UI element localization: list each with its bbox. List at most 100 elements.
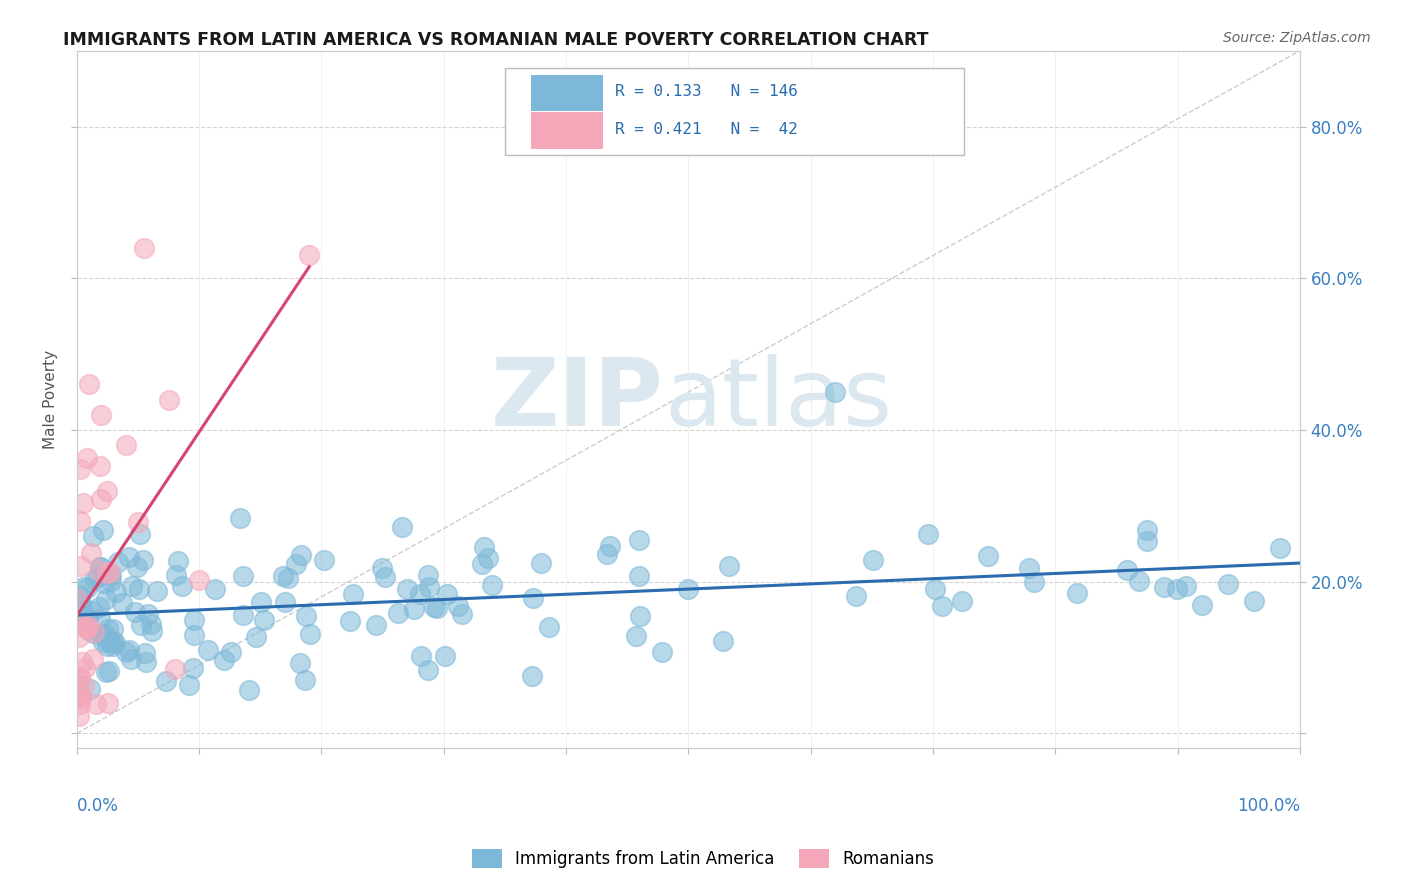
Point [89, 599, 111, 614]
Point [163, 661, 186, 675]
Point [433, 649, 456, 664]
Point [80, 546, 103, 560]
Point [67, 630, 90, 644]
Point [599, 539, 621, 553]
Point [76, 581, 98, 595]
Point [364, 617, 387, 632]
Point [418, 580, 440, 594]
Point [312, 552, 335, 566]
Point [1136, 523, 1159, 537]
FancyBboxPatch shape [505, 68, 963, 155]
Point [252, 613, 274, 627]
Point [1128, 574, 1150, 588]
Point [290, 548, 312, 562]
Point [950, 593, 973, 607]
Point [824, 384, 846, 399]
Point [128, 582, 150, 597]
Point [416, 567, 439, 582]
Point [141, 624, 163, 638]
Point [98, 634, 121, 648]
Point [115, 645, 138, 659]
Point [97, 696, 120, 710]
Point [69, 600, 91, 615]
Text: 0.0%: 0.0% [77, 797, 118, 815]
Point [1175, 579, 1198, 593]
Point [75, 661, 97, 675]
Point [471, 558, 494, 572]
Point [165, 568, 187, 582]
Point [97, 665, 120, 679]
Point [538, 620, 561, 634]
Point [529, 556, 551, 570]
Point [290, 656, 312, 670]
Point [628, 533, 651, 548]
Point [447, 599, 470, 613]
Point [391, 520, 413, 534]
Point [69, 514, 91, 528]
Point [232, 607, 254, 622]
Point [89, 564, 111, 578]
Point [76, 450, 98, 465]
Point [651, 645, 673, 659]
Point [82, 529, 104, 543]
Point [73, 679, 96, 693]
Point [271, 569, 294, 583]
Point [118, 549, 141, 564]
Point [298, 248, 321, 262]
Point [77, 612, 100, 626]
Point [114, 438, 136, 452]
Point [120, 651, 142, 665]
Point [204, 582, 226, 596]
Point [1191, 598, 1213, 612]
Point [1018, 561, 1040, 575]
Point [96, 566, 118, 580]
Point [1243, 593, 1265, 607]
Text: atlas: atlas [664, 353, 893, 446]
Point [134, 241, 156, 255]
Point [87, 569, 110, 583]
Point [342, 587, 364, 601]
Point [931, 599, 953, 614]
Point [522, 591, 544, 605]
Point [66, 670, 89, 684]
Point [89, 612, 111, 626]
Point [117, 643, 139, 657]
Point [917, 526, 939, 541]
Point [717, 558, 740, 573]
Point [93, 630, 115, 644]
Point [520, 669, 543, 683]
Point [96, 591, 118, 606]
Point [188, 573, 211, 587]
Point [70, 605, 93, 619]
Point [409, 648, 432, 663]
FancyBboxPatch shape [530, 75, 603, 111]
Point [100, 567, 122, 582]
Text: R = 0.421   N =  42: R = 0.421 N = 42 [614, 121, 799, 136]
Point [1066, 586, 1088, 600]
Text: Source: ZipAtlas.com: Source: ZipAtlas.com [1223, 31, 1371, 45]
Text: 100.0%: 100.0% [1237, 797, 1301, 815]
Point [72, 496, 94, 510]
Point [228, 511, 250, 525]
Point [89, 559, 111, 574]
Point [596, 548, 619, 562]
Point [96, 639, 118, 653]
Point [134, 646, 156, 660]
Point [1153, 580, 1175, 594]
Point [423, 600, 446, 615]
Point [90, 408, 112, 422]
Point [82, 604, 104, 618]
Point [83, 624, 105, 639]
Point [197, 643, 219, 657]
Point [274, 595, 297, 609]
Point [181, 661, 204, 675]
Point [396, 582, 419, 596]
Point [436, 587, 458, 601]
Point [374, 570, 396, 584]
Point [145, 584, 167, 599]
Point [477, 550, 499, 565]
Point [676, 582, 699, 596]
Point [977, 549, 1000, 563]
Point [339, 615, 361, 629]
Point [104, 635, 127, 649]
